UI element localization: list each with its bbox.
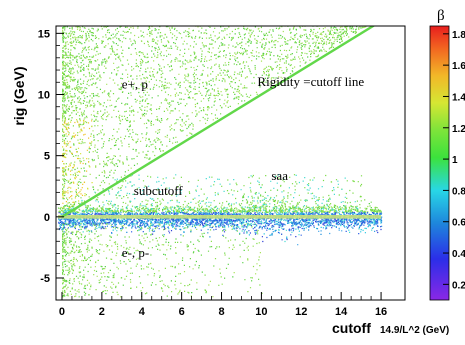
- colorbar-tick-label: 0.4: [452, 249, 465, 260]
- x-tick-label: 6: [179, 306, 185, 318]
- cutoff-line: [61, 26, 376, 218]
- y-tick-label: -5: [40, 273, 50, 285]
- colorbar-tick-label: 0.2: [452, 280, 465, 291]
- colorbar-tick-label: 0.6: [452, 218, 465, 229]
- annotation: subcutoff: [134, 183, 184, 198]
- colorbar-tick-label: 0.8: [452, 186, 465, 197]
- y-tick-label: 5: [44, 151, 50, 163]
- colorbar-tick-label: 1.4: [452, 92, 465, 103]
- y-axis: -5 0 5 10 15: [38, 28, 64, 285]
- x-tick-label: 16: [375, 306, 387, 318]
- x-tick-label: 12: [295, 306, 307, 318]
- plot-area: [56, 26, 405, 300]
- colorbar-tick-label: 1.2: [452, 124, 465, 135]
- zero-rigidity-band: [57, 214, 382, 219]
- x-tick-label: 4: [139, 306, 146, 318]
- x-tick-label: 0: [59, 306, 65, 318]
- colorbar-title: β: [437, 8, 445, 24]
- annotation: Rigidity =cutoff line: [257, 74, 364, 89]
- annotation: e-, p-: [122, 245, 149, 260]
- colorbar-tick-label: 1.8: [452, 30, 465, 41]
- annotations: e+, p Rigidity =cutoff line subcutoff saa e-…: [122, 74, 365, 260]
- plot-frame: [55, 25, 406, 301]
- y-tick-label: 0: [44, 212, 50, 224]
- density-points: [57, 26, 383, 298]
- x-tick-label: 8: [218, 306, 224, 318]
- y-tick-label: 10: [38, 90, 50, 102]
- x-axis-unit: 14.9/L^2 (GeV): [380, 325, 449, 336]
- y-tick-label: 15: [38, 28, 50, 40]
- colorbar: [429, 25, 450, 301]
- annotation: e+, p: [122, 76, 148, 91]
- y-axis-title: rig (GeV): [11, 66, 27, 125]
- colorbar-ticks: 0.2 0.4 0.6 0.8 1 1.2 1.4 1.6 1.8: [443, 30, 465, 291]
- colorbar-tick-label: 1: [452, 155, 458, 166]
- x-tick-label: 2: [99, 306, 105, 318]
- density-cells: [58, 26, 380, 298]
- x-axis: 0 2 4 6 8 10 12 14 16: [59, 292, 387, 318]
- colorbar-tick-label: 1.6: [452, 61, 465, 72]
- x-tick-label: 14: [335, 306, 348, 318]
- x-axis-title: cutoff: [332, 320, 371, 336]
- x-tick-label: 10: [255, 306, 267, 318]
- annotation: saa: [271, 168, 288, 183]
